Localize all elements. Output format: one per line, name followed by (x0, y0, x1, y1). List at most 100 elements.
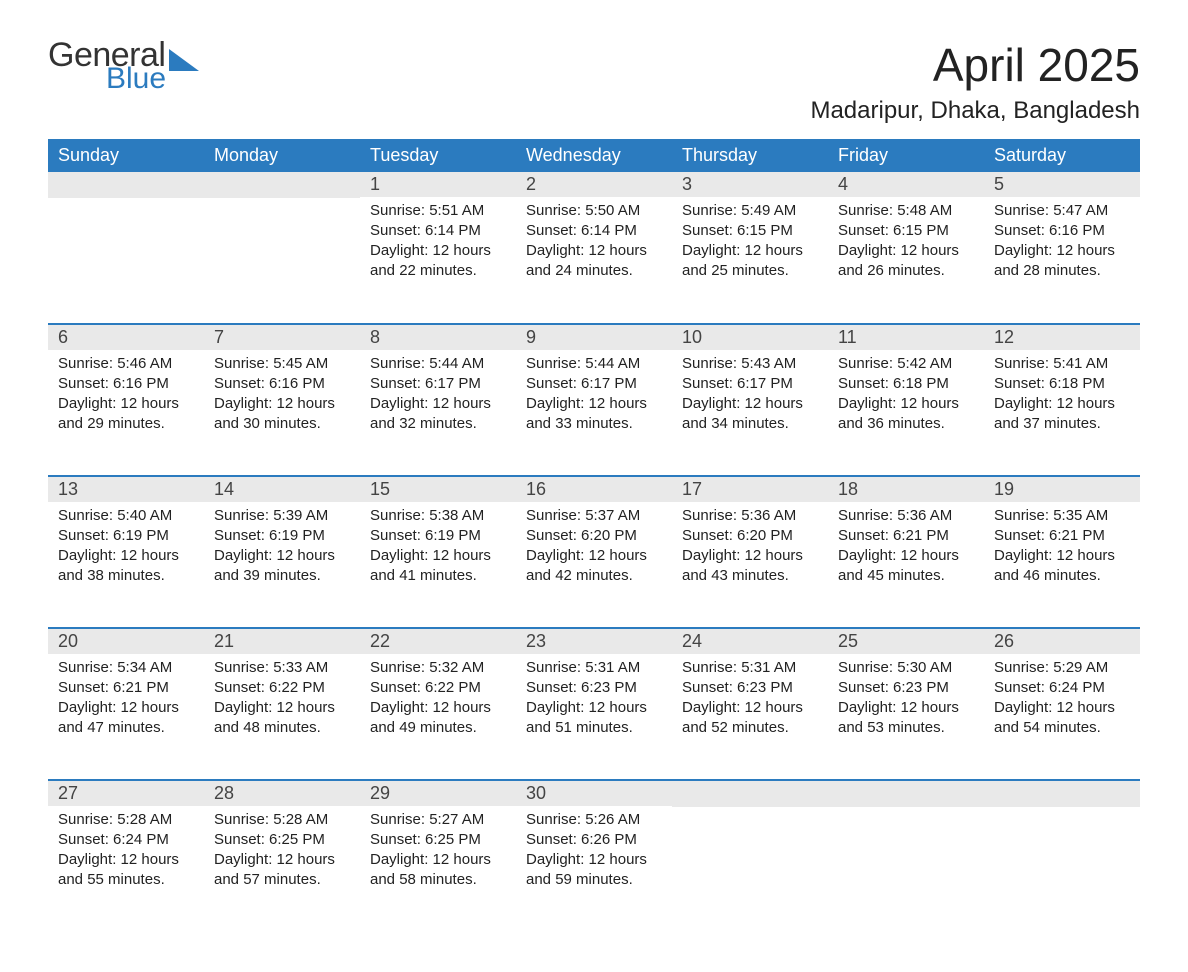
daylight-text: Daylight: 12 hours and 36 minutes. (838, 394, 974, 435)
sunrise-text: Sunrise: 5:28 AM (214, 810, 350, 830)
logo-text-blue: Blue (106, 65, 199, 92)
calendar-cell: 10Sunrise: 5:43 AMSunset: 6:17 PMDayligh… (672, 324, 828, 476)
sunset-text: Sunset: 6:16 PM (214, 374, 350, 394)
weekday-header-row: SundayMondayTuesdayWednesdayThursdayFrid… (48, 139, 1140, 172)
day-number: 6 (48, 325, 204, 350)
sunrise-text: Sunrise: 5:30 AM (838, 658, 974, 678)
day-number: 21 (204, 629, 360, 654)
day-number: 14 (204, 477, 360, 502)
daylight-text: Daylight: 12 hours and 29 minutes. (58, 394, 194, 435)
day-number: 2 (516, 172, 672, 197)
calendar-cell: 16Sunrise: 5:37 AMSunset: 6:20 PMDayligh… (516, 476, 672, 628)
day-number: 8 (360, 325, 516, 350)
sunset-text: Sunset: 6:22 PM (370, 678, 506, 698)
sunrise-text: Sunrise: 5:32 AM (370, 658, 506, 678)
calendar-cell-empty (48, 172, 204, 324)
calendar-cell: 7Sunrise: 5:45 AMSunset: 6:16 PMDaylight… (204, 324, 360, 476)
sunset-text: Sunset: 6:15 PM (682, 221, 818, 241)
sunrise-text: Sunrise: 5:50 AM (526, 201, 662, 221)
sunset-text: Sunset: 6:23 PM (682, 678, 818, 698)
calendar-cell-empty (672, 780, 828, 932)
sunset-text: Sunset: 6:17 PM (682, 374, 818, 394)
day-number: 26 (984, 629, 1140, 654)
sunset-text: Sunset: 6:20 PM (526, 526, 662, 546)
weekday-header: Tuesday (360, 139, 516, 172)
day-number: 23 (516, 629, 672, 654)
sunrise-text: Sunrise: 5:44 AM (526, 354, 662, 374)
day-details: Sunrise: 5:38 AMSunset: 6:19 PMDaylight:… (360, 502, 516, 597)
sunrise-text: Sunrise: 5:47 AM (994, 201, 1130, 221)
day-number: 7 (204, 325, 360, 350)
day-number: 27 (48, 781, 204, 806)
daylight-text: Daylight: 12 hours and 41 minutes. (370, 546, 506, 587)
calendar-cell: 22 Sunrise: 5:32 AMSunset: 6:22 PMDayligh… (360, 628, 516, 780)
sunset-text: Sunset: 6:19 PM (58, 526, 194, 546)
sunset-text: Sunset: 6:18 PM (994, 374, 1130, 394)
daylight-text: Daylight: 12 hours and 49 minutes. (370, 698, 506, 739)
day-details: Sunrise: 5:51 AMSunset: 6:14 PMDaylight:… (360, 197, 516, 292)
daylight-text: Daylight: 12 hours and 47 minutes. (58, 698, 194, 739)
calendar-cell: 3Sunrise: 5:49 AMSunset: 6:15 PMDaylight… (672, 172, 828, 324)
calendar-week-row: 1Sunrise: 5:51 AMSunset: 6:14 PMDaylight… (48, 172, 1140, 324)
sunset-text: Sunset: 6:23 PM (526, 678, 662, 698)
sunset-text: Sunset: 6:16 PM (994, 221, 1130, 241)
day-number: 30 (516, 781, 672, 806)
daylight-text: Daylight: 12 hours and 32 minutes. (370, 394, 506, 435)
day-details: Sunrise: 5:31 AMSunset: 6:23 PMDaylight:… (516, 654, 672, 749)
logo: General Blue (48, 40, 199, 92)
daylight-text: Daylight: 12 hours and 24 minutes. (526, 241, 662, 282)
calendar-cell: 2Sunrise: 5:50 AMSunset: 6:14 PMDaylight… (516, 172, 672, 324)
day-details: Sunrise: 5:28 AMSunset: 6:25 PMDaylight:… (204, 806, 360, 901)
day-number: 20 (48, 629, 204, 654)
calendar-cell: 19Sunrise: 5:35 AMSunset: 6:21 PMDayligh… (984, 476, 1140, 628)
day-number: 16 (516, 477, 672, 502)
day-details: Sunrise: 5:44 AMSunset: 6:17 PMDaylight:… (516, 350, 672, 445)
sunrise-text: Sunrise: 5:35 AM (994, 506, 1130, 526)
calendar-cell: 9Sunrise: 5:44 AMSunset: 6:17 PMDaylight… (516, 324, 672, 476)
calendar-cell: 17Sunrise: 5:36 AMSunset: 6:20 PMDayligh… (672, 476, 828, 628)
day-details: Sunrise: 5:43 AMSunset: 6:17 PMDaylight:… (672, 350, 828, 445)
calendar-cell: 24Sunrise: 5:31 AMSunset: 6:23 PMDayligh… (672, 628, 828, 780)
day-number: 5 (984, 172, 1140, 197)
sunset-text: Sunset: 6:19 PM (214, 526, 350, 546)
weekday-header: Monday (204, 139, 360, 172)
day-details: Sunrise: 5:28 AMSunset: 6:24 PMDaylight:… (48, 806, 204, 901)
sunrise-text: Sunrise: 5:44 AM (370, 354, 506, 374)
sunrise-text: Sunrise: 5:26 AM (526, 810, 662, 830)
sunset-text: Sunset: 6:25 PM (214, 830, 350, 850)
day-details: Sunrise: 5:34 AMSunset: 6:21 PMDaylight:… (48, 654, 204, 749)
sunrise-text: Sunrise: 5:29 AM (994, 658, 1130, 678)
day-details: Sunrise: 5:48 AMSunset: 6:15 PMDaylight:… (828, 197, 984, 292)
daylight-text: Daylight: 12 hours and 26 minutes. (838, 241, 974, 282)
calendar-cell: 13Sunrise: 5:40 AMSunset: 6:19 PMDayligh… (48, 476, 204, 628)
daylight-text: Daylight: 12 hours and 52 minutes. (682, 698, 818, 739)
day-details: Sunrise: 5:30 AMSunset: 6:23 PMDaylight:… (828, 654, 984, 749)
daylight-text: Daylight: 12 hours and 57 minutes. (214, 850, 350, 891)
sunrise-text: Sunrise: 5:46 AM (58, 354, 194, 374)
day-number: 22 (360, 629, 516, 654)
sunrise-text: Sunrise: 5:31 AM (682, 658, 818, 678)
day-number: 25 (828, 629, 984, 654)
calendar-table: SundayMondayTuesdayWednesdayThursdayFrid… (48, 139, 1140, 932)
day-number: 12 (984, 325, 1140, 350)
calendar-cell: 20Sunrise: 5:34 AMSunset: 6:21 PMDayligh… (48, 628, 204, 780)
daylight-text: Daylight: 12 hours and 51 minutes. (526, 698, 662, 739)
calendar-cell: 1Sunrise: 5:51 AMSunset: 6:14 PMDaylight… (360, 172, 516, 324)
sunrise-text: Sunrise: 5:37 AM (526, 506, 662, 526)
daylight-text: Daylight: 12 hours and 28 minutes. (994, 241, 1130, 282)
sunrise-text: Sunrise: 5:36 AM (838, 506, 974, 526)
day-number: 11 (828, 325, 984, 350)
daylight-text: Daylight: 12 hours and 46 minutes. (994, 546, 1130, 587)
day-number: 13 (48, 477, 204, 502)
day-number: 3 (672, 172, 828, 197)
calendar-cell: 18Sunrise: 5:36 AMSunset: 6:21 PMDayligh… (828, 476, 984, 628)
day-number: 9 (516, 325, 672, 350)
day-details: Sunrise: 5:26 AMSunset: 6:26 PMDaylight:… (516, 806, 672, 901)
calendar-cell-empty (984, 780, 1140, 932)
calendar-cell: 4Sunrise: 5:48 AMSunset: 6:15 PMDaylight… (828, 172, 984, 324)
sunrise-text: Sunrise: 5:31 AM (526, 658, 662, 678)
sunrise-text: Sunrise: 5:49 AM (682, 201, 818, 221)
daylight-text: Daylight: 12 hours and 45 minutes. (838, 546, 974, 587)
calendar-cell: 23Sunrise: 5:31 AMSunset: 6:23 PMDayligh… (516, 628, 672, 780)
day-number: 1 (360, 172, 516, 197)
